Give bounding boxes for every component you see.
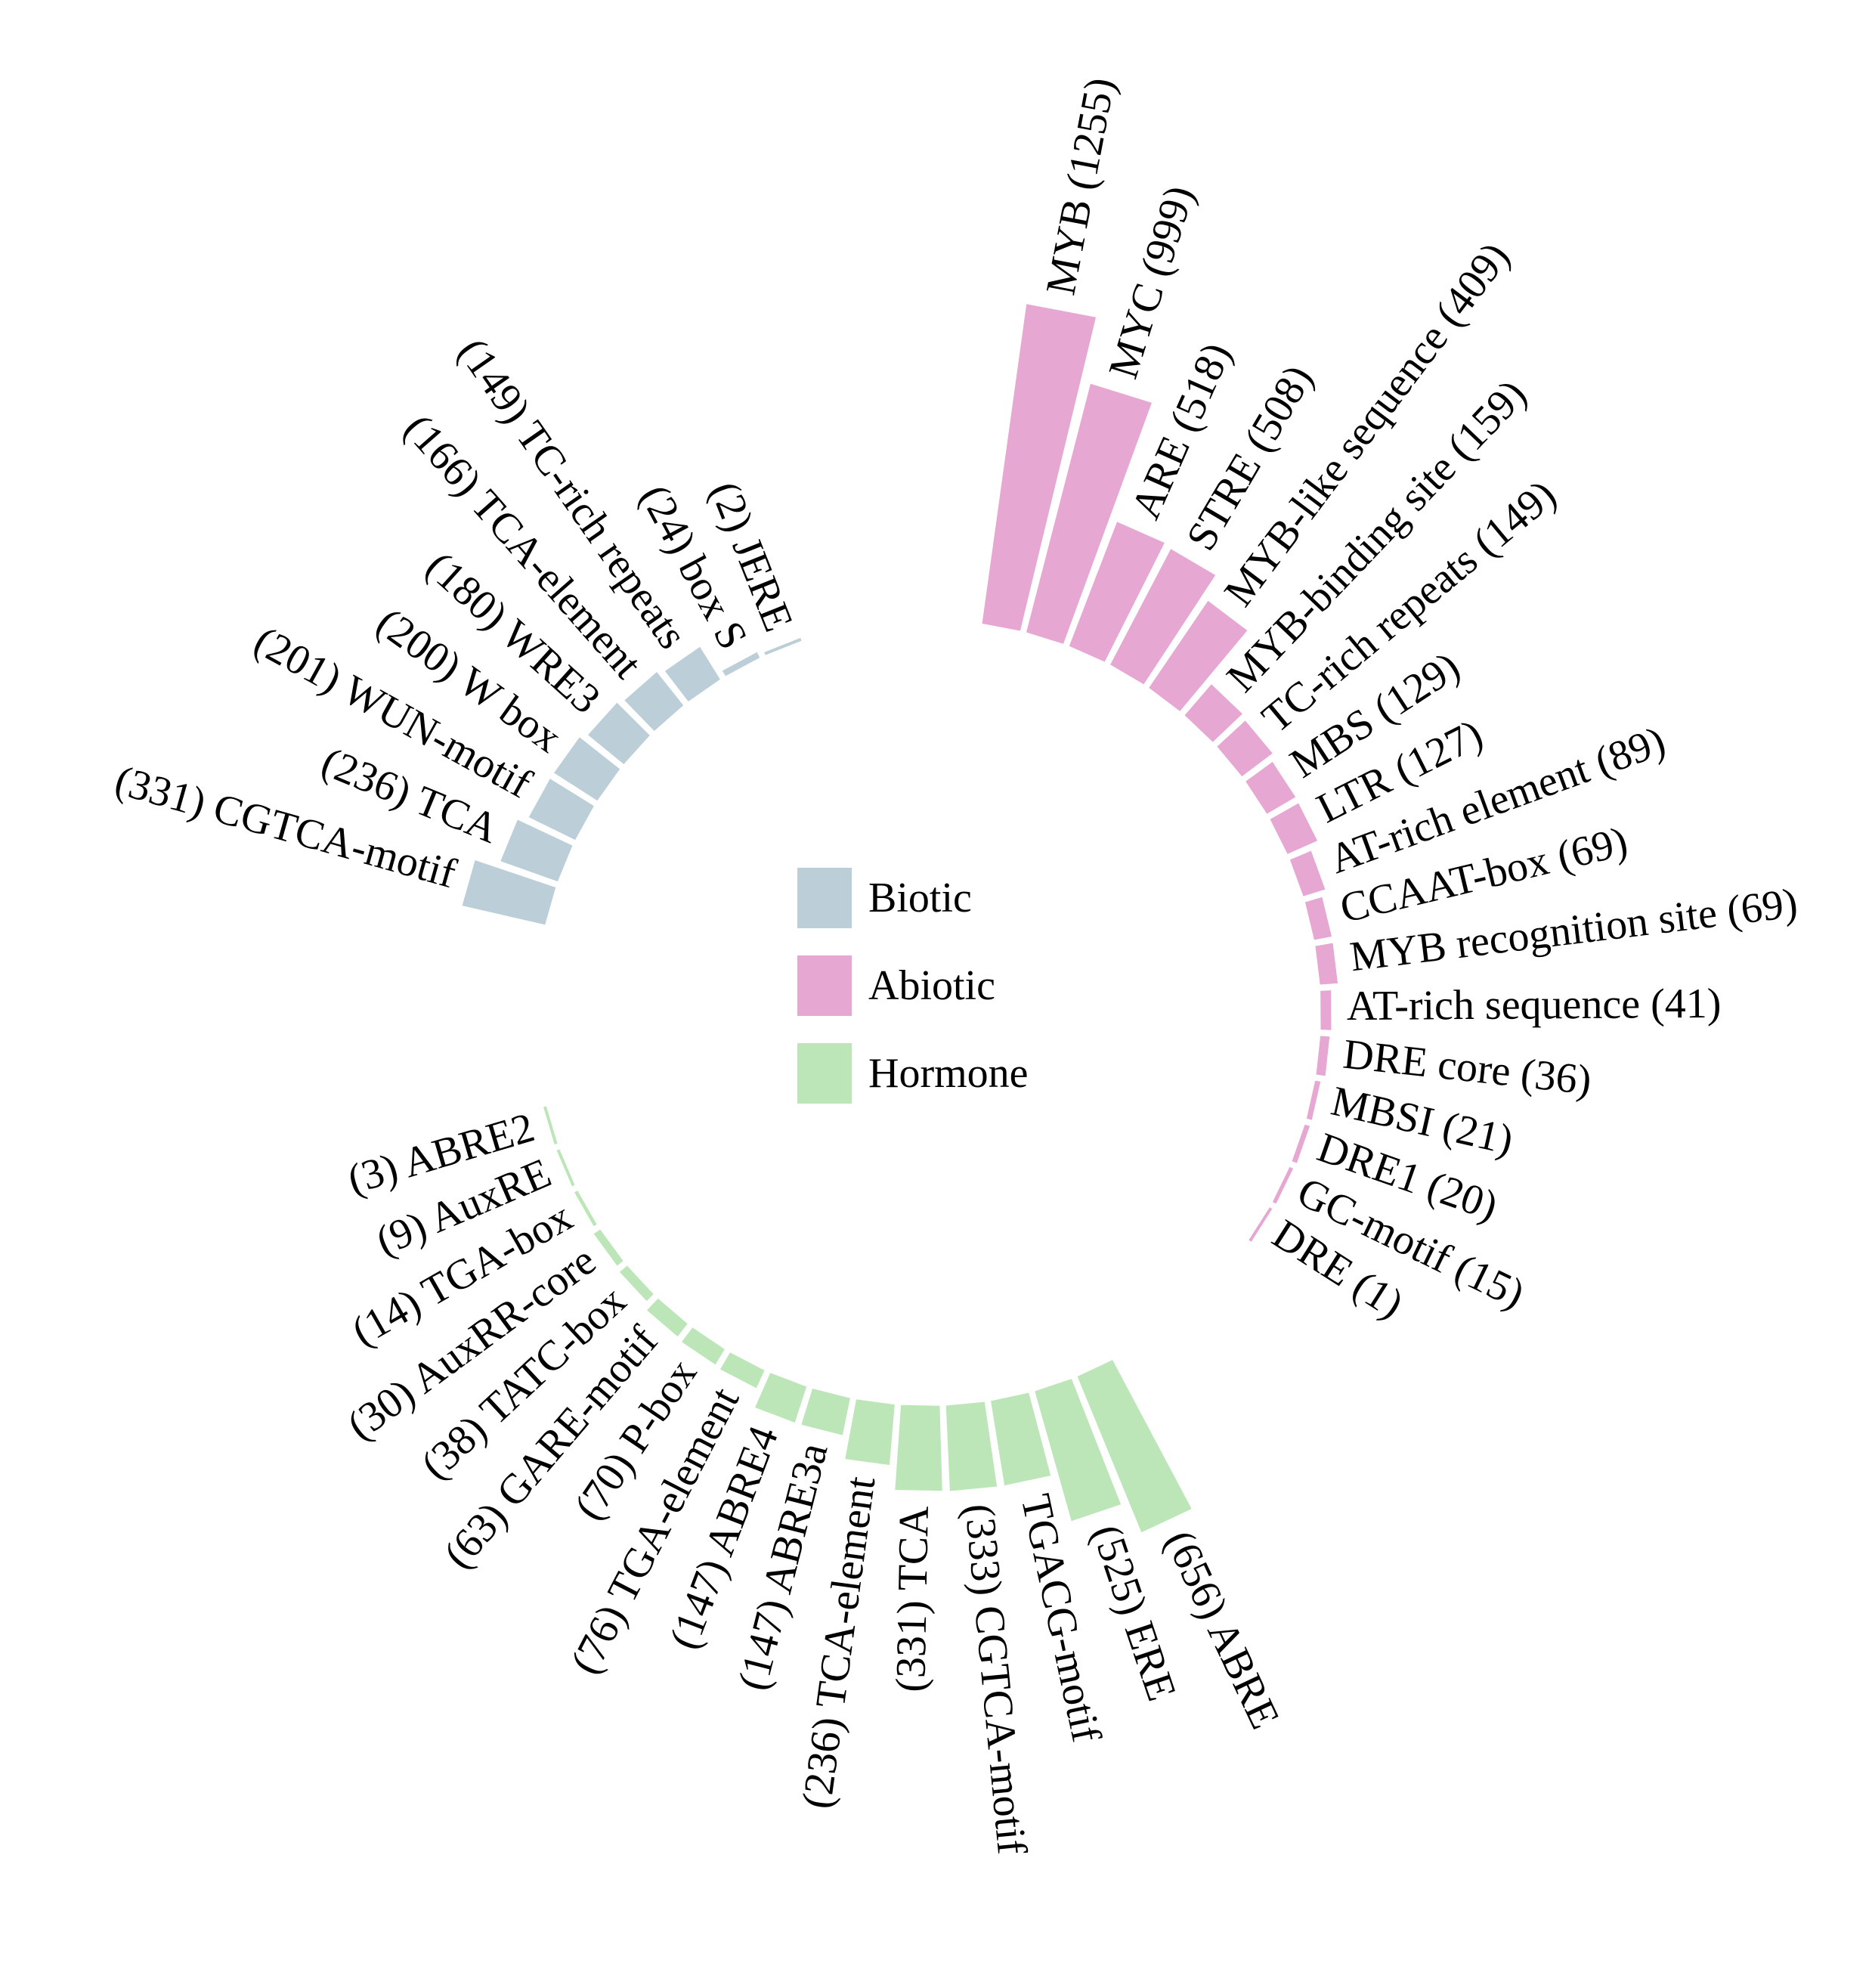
- bar-hormone-11: [619, 1265, 654, 1302]
- bar-abiotic-2: [1069, 522, 1165, 662]
- bar-abiotic-6: [1217, 720, 1273, 777]
- bar-hormone-5: [845, 1399, 895, 1466]
- bar-label-hormone-3: (333) CGTCA-motif: [955, 1502, 1035, 1856]
- bar-biotic-2: [528, 779, 594, 841]
- bar-hormone-13: [574, 1191, 597, 1227]
- legend-swatch-biotic: [797, 868, 852, 928]
- bar-label-hormone-0: (656) ABRE: [1156, 1523, 1289, 1736]
- bar-hormone-3: [945, 1401, 998, 1491]
- bar-hormone-6: [801, 1388, 850, 1435]
- bar-hormone-4: [895, 1404, 942, 1491]
- bar-hormone-12: [593, 1229, 623, 1266]
- bar-biotic-4: [587, 702, 650, 764]
- bar-abiotic-1: [1026, 383, 1152, 644]
- bar-hormone-15: [543, 1106, 558, 1144]
- bar-label-hormone-4: (331) TCA: [887, 1505, 938, 1692]
- bar-abiotic-13: [1316, 1036, 1330, 1076]
- bar-label-abiotic-1: MYC (999): [1100, 180, 1203, 383]
- bar-biotic-5: [624, 671, 684, 732]
- bar-biotic-1: [500, 819, 573, 882]
- bar-biotic-0: [462, 860, 556, 925]
- bar-hormone-14: [556, 1149, 575, 1187]
- legend-item-abiotic: Abiotic: [797, 955, 1029, 1016]
- bar-abiotic-12: [1320, 990, 1332, 1030]
- bar-hormone-9: [682, 1327, 725, 1365]
- bar-abiotic-3: [1110, 549, 1216, 685]
- bar-abiotic-16: [1272, 1166, 1294, 1204]
- bar-hormone-2: [991, 1392, 1051, 1486]
- bar-abiotic-9: [1289, 850, 1326, 896]
- bar-abiotic-0: [982, 304, 1097, 631]
- bar-abiotic-4: [1149, 600, 1248, 711]
- bar-abiotic-10: [1304, 896, 1332, 940]
- bar-abiotic-7: [1245, 761, 1296, 814]
- bar-biotic-8: [764, 637, 802, 655]
- legend-label-abiotic: Abiotic: [868, 962, 995, 1009]
- bar-label-hormone-2: TGACG-motif: [1012, 1490, 1110, 1746]
- legend-swatch-abiotic: [797, 955, 852, 1016]
- legend-item-biotic: Biotic: [797, 868, 1029, 928]
- bar-abiotic-14: [1306, 1080, 1321, 1120]
- legend-label-biotic: Biotic: [868, 875, 972, 921]
- bar-biotic-3: [554, 737, 620, 801]
- bar-label-abiotic-12: AT-rich sequence (41): [1347, 980, 1722, 1030]
- bar-abiotic-5: [1184, 684, 1242, 742]
- bar-biotic-7: [722, 652, 760, 677]
- bar-abiotic-15: [1292, 1124, 1310, 1163]
- bar-abiotic-11: [1315, 943, 1338, 985]
- legend-swatch-hormone: [797, 1043, 852, 1104]
- legend-label-hormone: Hormone: [868, 1050, 1029, 1097]
- bar-hormone-10: [647, 1298, 688, 1337]
- bar-abiotic-17: [1249, 1207, 1273, 1242]
- bar-hormone-8: [720, 1352, 765, 1389]
- bar-biotic-6: [664, 646, 720, 701]
- bar-hormone-0: [1077, 1360, 1192, 1533]
- legend: Biotic Abiotic Hormone: [797, 868, 1029, 1132]
- bar-label-abiotic-0: MYB (1255): [1038, 74, 1125, 299]
- bar-abiotic-8: [1270, 803, 1318, 854]
- bar-hormone-1: [1035, 1379, 1122, 1522]
- bar-hormone-7: [755, 1373, 807, 1423]
- legend-item-hormone: Hormone: [797, 1043, 1029, 1104]
